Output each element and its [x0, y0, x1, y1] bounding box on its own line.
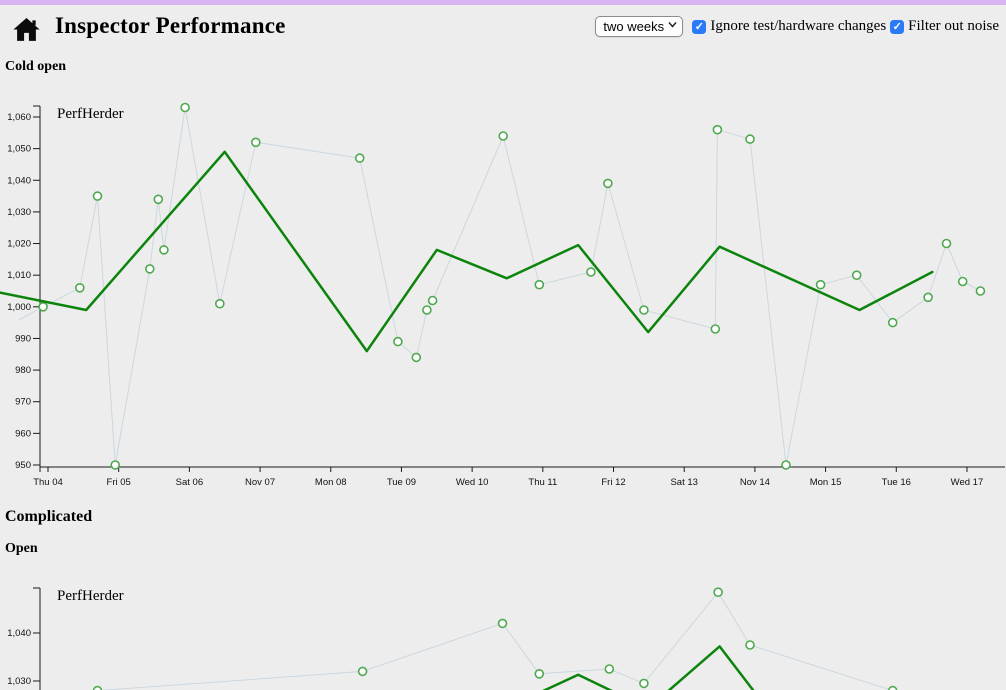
data-point-marker[interactable] — [422, 305, 432, 315]
data-point-marker[interactable] — [534, 669, 545, 679]
open-chart[interactable]: 1,040 1,030 PerfHerder — [0, 585, 1006, 690]
y-axis-tick-label: 970 — [15, 397, 31, 408]
filter-noise-label: Filter out noise — [908, 18, 999, 34]
data-point-marker[interactable] — [815, 279, 826, 290]
data-point-marker[interactable] — [534, 279, 545, 290]
x-axis-tick-label: Mon 08 — [315, 477, 347, 488]
data-point-marker[interactable] — [603, 178, 613, 189]
data-point-marker[interactable] — [427, 295, 438, 306]
x-axis-tick-label: Sat 06 — [176, 477, 203, 488]
x-axis-tick-label: Mon 15 — [810, 477, 842, 488]
data-point-marker[interactable] — [75, 283, 85, 293]
y-axis-tick-label: 960 — [15, 428, 31, 439]
x-axis-tick-label: Nov 14 — [740, 477, 770, 488]
data-point-marker[interactable] — [92, 191, 103, 201]
data-point-marker[interactable] — [745, 640, 755, 650]
data-point-marker[interactable] — [411, 352, 422, 363]
data-point-marker[interactable] — [354, 153, 365, 163]
y-axis-tick-label: 950 — [15, 460, 31, 471]
y-axis-tick-label: 1,000 — [7, 302, 31, 313]
data-point-marker[interactable] — [38, 302, 48, 312]
data-point-marker[interactable] — [851, 270, 862, 280]
section-heading-complicated: Complicated — [5, 508, 93, 525]
data-point-marker[interactable] — [498, 131, 509, 141]
data-point-marker[interactable] — [941, 238, 952, 249]
y-axis-tick-label: 980 — [15, 365, 31, 376]
data-point-marker[interactable] — [745, 134, 755, 144]
raw-series-line — [98, 591, 893, 690]
data-point-marker[interactable] — [145, 264, 155, 274]
data-point-marker[interactable] — [153, 194, 164, 205]
data-point-marker[interactable] — [923, 292, 933, 303]
trend-series-line — [0, 150, 934, 353]
x-axis-tick-label: Thu 04 — [33, 477, 63, 488]
chart-title: PerfHerder — [57, 106, 124, 122]
chart-title: PerfHerder — [57, 588, 124, 604]
data-point-marker[interactable] — [887, 685, 898, 690]
x-axis-tick-label: Nov 07 — [245, 477, 275, 488]
home-icon[interactable] — [13, 18, 40, 42]
data-point-marker[interactable] — [251, 137, 261, 148]
data-point-marker[interactable] — [712, 124, 723, 135]
section-heading-cold-open: Cold open — [5, 59, 67, 74]
x-axis-tick-label: Fri 12 — [601, 477, 625, 488]
range-select[interactable]: two weeks — [595, 16, 684, 37]
data-point-marker[interactable] — [975, 286, 986, 296]
y-axis-tick-label: 990 — [15, 333, 31, 344]
y-axis-tick-label: 1,040 — [7, 175, 31, 186]
cold-open-chart[interactable]: 950 960 970 980 990 1,000 1,010 1,020 1,030 1,040… — [0, 95, 1006, 493]
page-title: Inspector Performance — [55, 13, 286, 38]
data-point-marker[interactable] — [393, 336, 403, 347]
data-point-marker[interactable] — [497, 618, 508, 629]
x-axis-tick-label: Fri 05 — [107, 477, 131, 488]
data-point-marker[interactable] — [639, 305, 649, 315]
data-point-marker[interactable] — [159, 245, 169, 255]
x-axis-tick-label: Wed 10 — [456, 477, 489, 488]
y-axis-tick-label: 1,030 — [7, 207, 31, 218]
header-controls: two weeks ✓ Ignore test/hardware changes… — [595, 16, 999, 37]
x-axis-tick-label: Tue 16 — [882, 477, 911, 488]
y-axis-tick-label: 1,010 — [7, 270, 31, 281]
data-point-marker[interactable] — [710, 324, 721, 334]
data-point-marker[interactable] — [639, 678, 649, 689]
data-point-marker[interactable] — [110, 460, 120, 470]
data-point-marker[interactable] — [357, 666, 368, 677]
data-point-marker[interactable] — [957, 276, 968, 287]
trend-series-line — [542, 645, 755, 690]
y-axis-tick-label: 1,020 — [7, 239, 31, 250]
filter-noise-checkbox[interactable]: ✓ — [890, 19, 905, 34]
top-accent-strip — [0, 0, 1006, 5]
x-axis-tick-label: Wed 17 — [951, 477, 984, 488]
data-point-marker[interactable] — [180, 102, 190, 113]
data-point-marker[interactable] — [92, 685, 103, 690]
y-axis-tick-label: 1,060 — [7, 112, 31, 123]
data-point-marker[interactable] — [604, 664, 615, 674]
section-heading-open: Open — [5, 541, 38, 556]
data-point-marker[interactable] — [586, 267, 596, 277]
data-point-marker[interactable] — [781, 460, 791, 470]
ignore-changes-label: Ignore test/hardware changes — [710, 18, 887, 34]
y-axis-tick-label: 1,030 — [7, 676, 31, 687]
data-point-marker[interactable] — [215, 298, 225, 309]
y-axis-tick-label: 1,040 — [7, 628, 31, 639]
data-point-marker[interactable] — [887, 317, 898, 328]
ignore-changes-checkbox[interactable]: ✓ — [692, 19, 707, 34]
x-axis-tick-label: Tue 09 — [387, 477, 416, 488]
y-axis-tick-label: 1,050 — [7, 144, 31, 155]
range-select-wrap: two weeks — [595, 16, 684, 37]
data-point-marker[interactable] — [713, 587, 723, 597]
x-axis-tick-label: Sat 13 — [670, 477, 697, 488]
x-axis-tick-label: Thu 11 — [528, 477, 557, 488]
raw-series-line — [19, 107, 981, 466]
